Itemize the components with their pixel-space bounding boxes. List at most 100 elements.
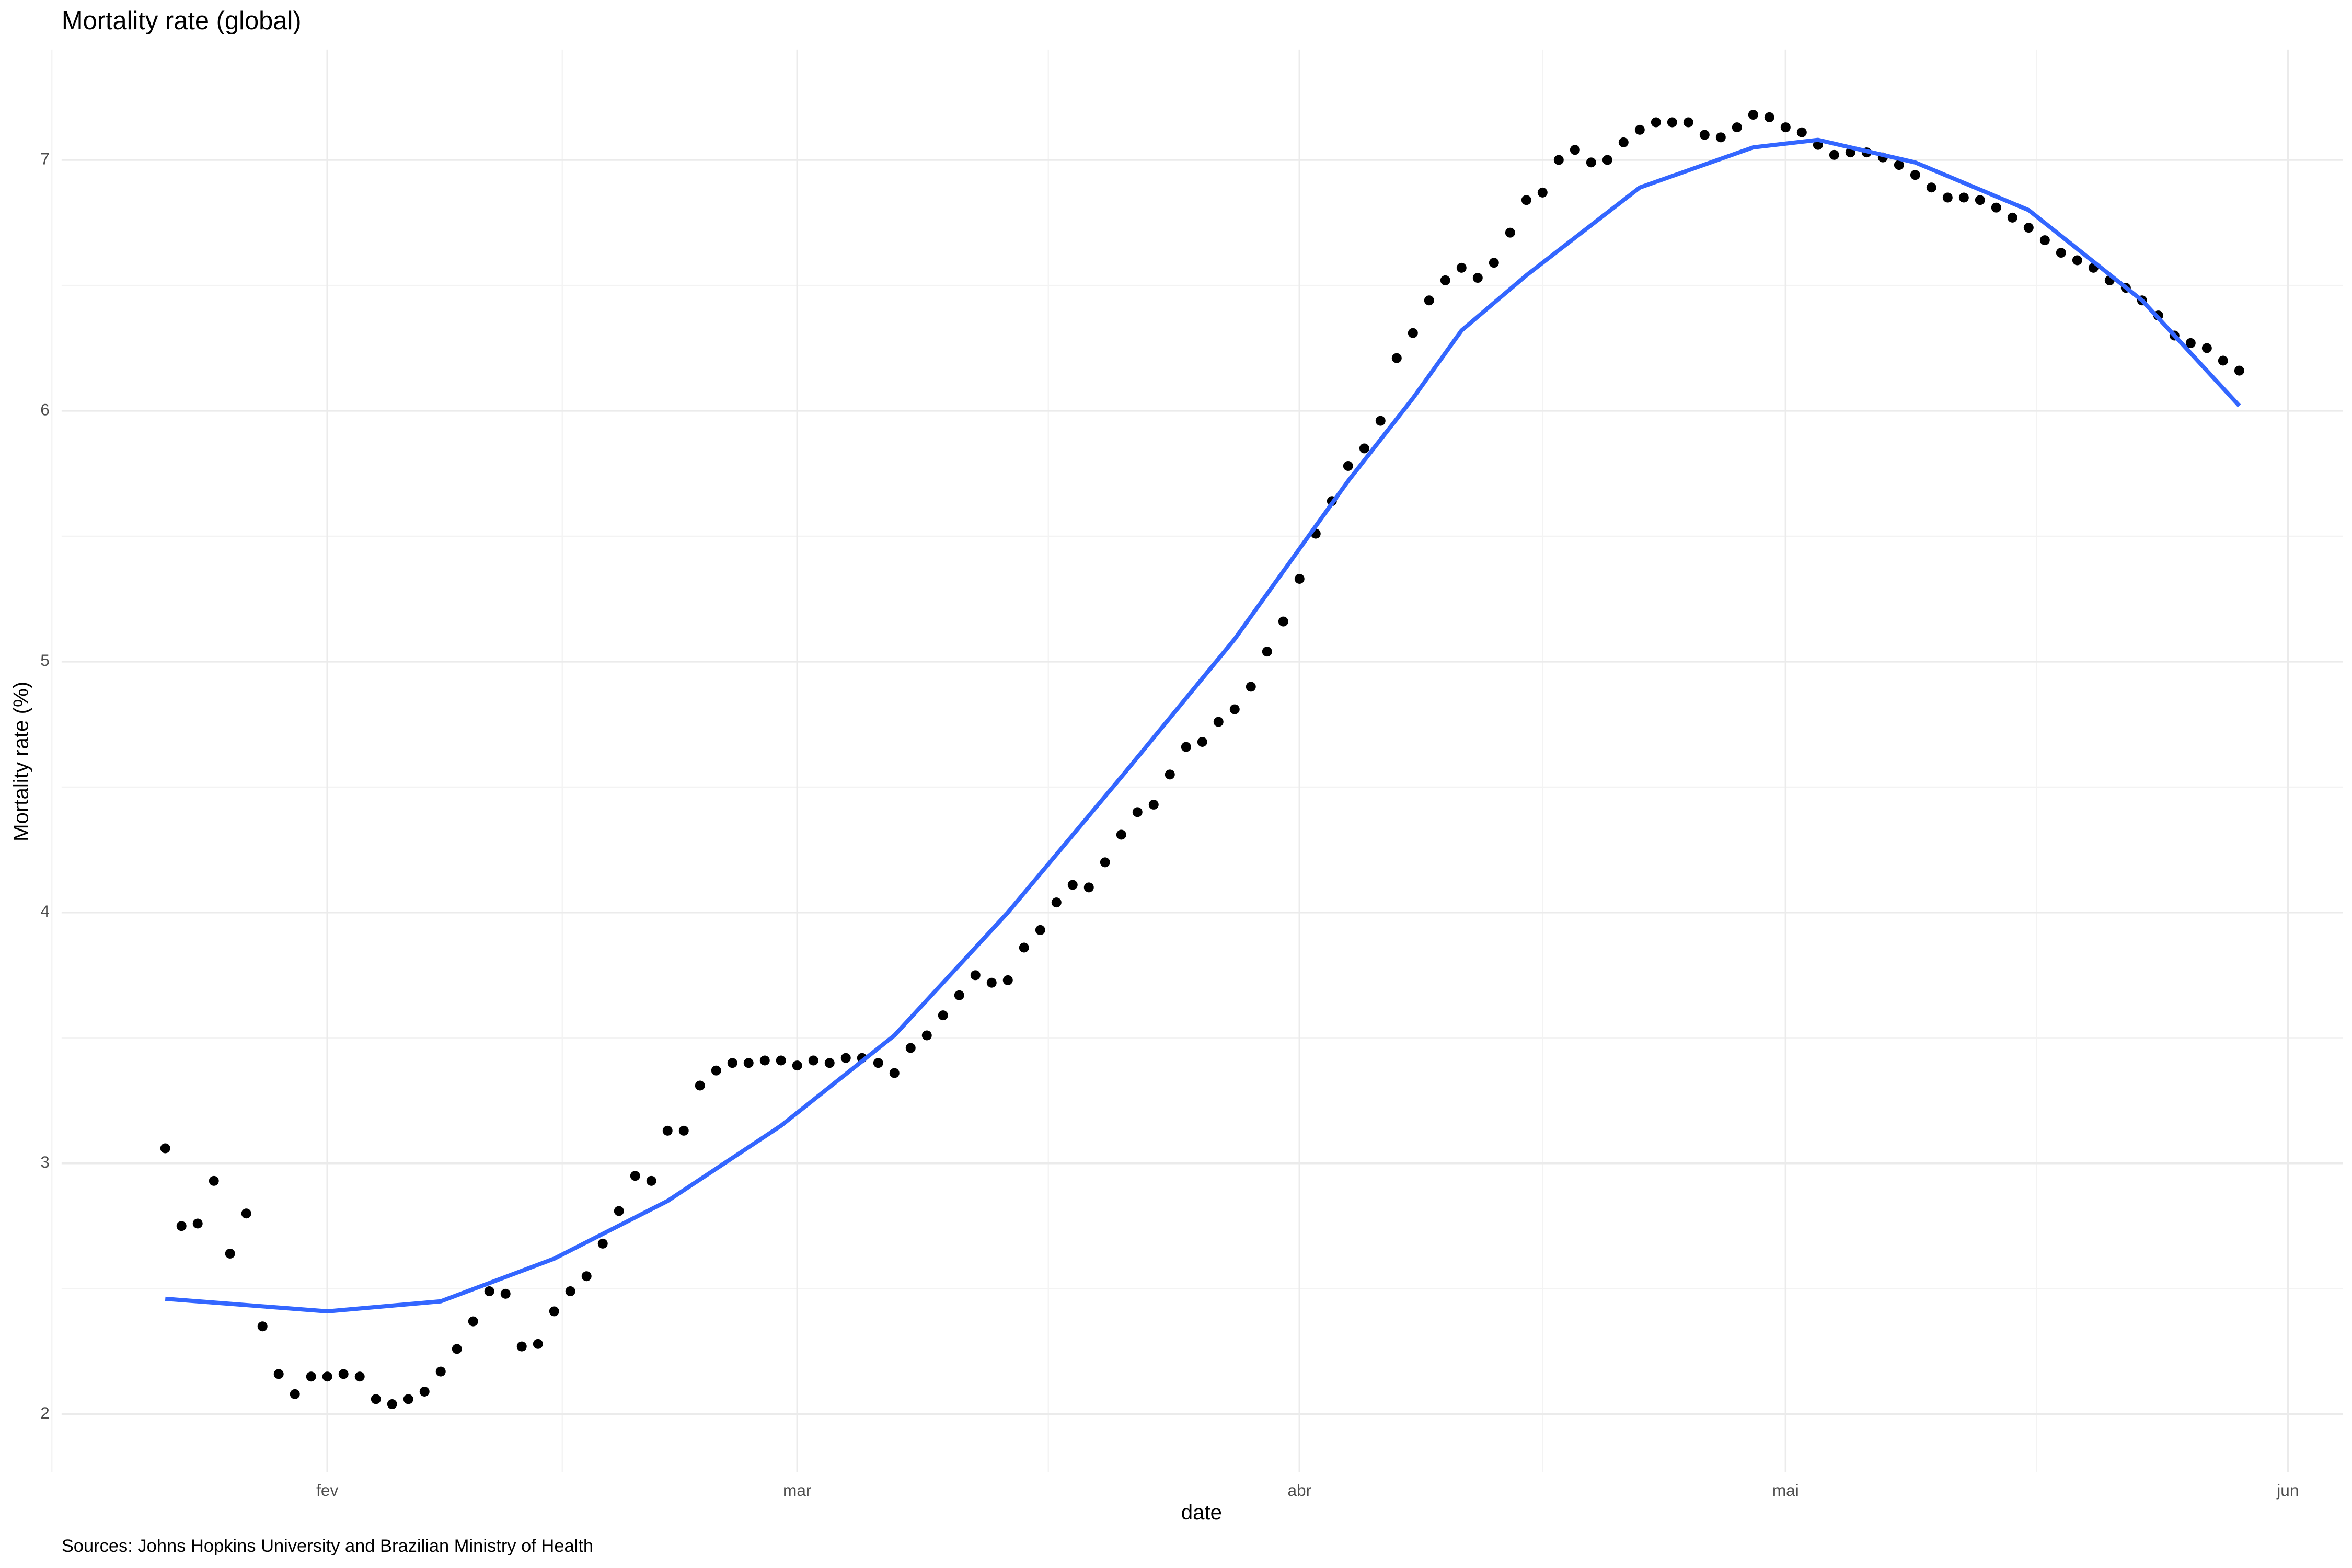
point bbox=[1343, 461, 1353, 471]
point bbox=[1537, 187, 1548, 198]
point bbox=[1602, 155, 1612, 165]
point bbox=[630, 1171, 640, 1181]
y-tick-label: 3 bbox=[40, 1152, 50, 1171]
point bbox=[1083, 882, 1094, 893]
point bbox=[1521, 195, 1531, 205]
point bbox=[840, 1053, 851, 1063]
point bbox=[1278, 616, 1288, 627]
point bbox=[1132, 807, 1143, 817]
point bbox=[1440, 275, 1450, 285]
point bbox=[1683, 117, 1693, 128]
point bbox=[322, 1371, 332, 1382]
point bbox=[419, 1387, 430, 1397]
point bbox=[2072, 255, 2082, 266]
trend-line bbox=[165, 137, 2241, 1313]
point bbox=[1213, 717, 1224, 727]
point bbox=[533, 1339, 543, 1349]
y-tick-label: 7 bbox=[40, 149, 50, 168]
point bbox=[2056, 248, 2066, 258]
point bbox=[387, 1399, 397, 1409]
point bbox=[1100, 857, 1110, 868]
point bbox=[1926, 182, 1936, 193]
point bbox=[1699, 130, 1710, 140]
caption: Sources: Johns Hopkins University and Br… bbox=[62, 1536, 593, 1556]
point bbox=[435, 1366, 446, 1377]
chart-title: Mortality rate (global) bbox=[62, 7, 302, 35]
grid bbox=[51, 49, 2343, 1472]
point bbox=[192, 1218, 203, 1229]
point bbox=[759, 1055, 770, 1066]
point bbox=[889, 1068, 900, 1078]
point bbox=[273, 1369, 284, 1379]
x-tick-label: mar bbox=[783, 1481, 811, 1500]
y-tick-label: 5 bbox=[40, 651, 50, 670]
point bbox=[160, 1143, 170, 1154]
point bbox=[695, 1080, 705, 1091]
point bbox=[1197, 736, 1207, 747]
point bbox=[1229, 704, 1240, 714]
point bbox=[338, 1369, 349, 1379]
point bbox=[2185, 338, 2196, 348]
point bbox=[1586, 157, 1596, 168]
point bbox=[1116, 829, 1126, 840]
point bbox=[1570, 145, 1580, 155]
point bbox=[354, 1371, 365, 1382]
point bbox=[1732, 122, 1742, 133]
point bbox=[549, 1306, 559, 1317]
point bbox=[1715, 132, 1726, 143]
point bbox=[1359, 443, 1369, 454]
point bbox=[1667, 117, 1677, 128]
point bbox=[2218, 355, 2228, 366]
x-tick-label: abr bbox=[1287, 1481, 1311, 1500]
point bbox=[1942, 192, 1953, 203]
point bbox=[565, 1286, 575, 1297]
point bbox=[1391, 353, 1402, 363]
point bbox=[614, 1206, 624, 1216]
point bbox=[371, 1394, 381, 1404]
point bbox=[241, 1208, 251, 1219]
point bbox=[776, 1055, 786, 1066]
point bbox=[1246, 682, 1256, 692]
point bbox=[176, 1221, 187, 1231]
point bbox=[711, 1065, 721, 1076]
x-tick-label: jun bbox=[2276, 1481, 2299, 1500]
point bbox=[1910, 170, 1920, 180]
point bbox=[1748, 110, 1758, 120]
point bbox=[1894, 160, 1904, 170]
point bbox=[468, 1316, 478, 1327]
x-tick-label: mai bbox=[1772, 1481, 1799, 1500]
point bbox=[905, 1043, 916, 1053]
point bbox=[1294, 574, 1305, 584]
y-tick-label: 4 bbox=[40, 902, 50, 920]
point bbox=[306, 1371, 316, 1382]
point bbox=[2039, 235, 2050, 246]
point bbox=[581, 1271, 592, 1282]
point bbox=[516, 1341, 527, 1352]
point bbox=[1165, 769, 1175, 780]
point bbox=[1975, 195, 1985, 205]
y-tick-label: 6 bbox=[40, 400, 50, 419]
point bbox=[1019, 942, 1029, 953]
point bbox=[938, 1010, 948, 1021]
point bbox=[484, 1286, 494, 1297]
point bbox=[1618, 137, 1629, 147]
point bbox=[2234, 365, 2244, 376]
point bbox=[1505, 227, 1515, 238]
point bbox=[743, 1058, 754, 1068]
point bbox=[1472, 273, 1483, 283]
point bbox=[1375, 416, 1386, 426]
point bbox=[1051, 897, 1062, 908]
point bbox=[824, 1058, 835, 1068]
point bbox=[1456, 262, 1467, 273]
point bbox=[403, 1394, 413, 1404]
point bbox=[727, 1058, 737, 1068]
point bbox=[2201, 343, 2212, 353]
point bbox=[1035, 925, 1045, 935]
point bbox=[1780, 122, 1791, 133]
point bbox=[792, 1060, 802, 1071]
point bbox=[1829, 149, 1839, 160]
point bbox=[257, 1321, 268, 1332]
y-tick-label: 2 bbox=[40, 1403, 50, 1422]
